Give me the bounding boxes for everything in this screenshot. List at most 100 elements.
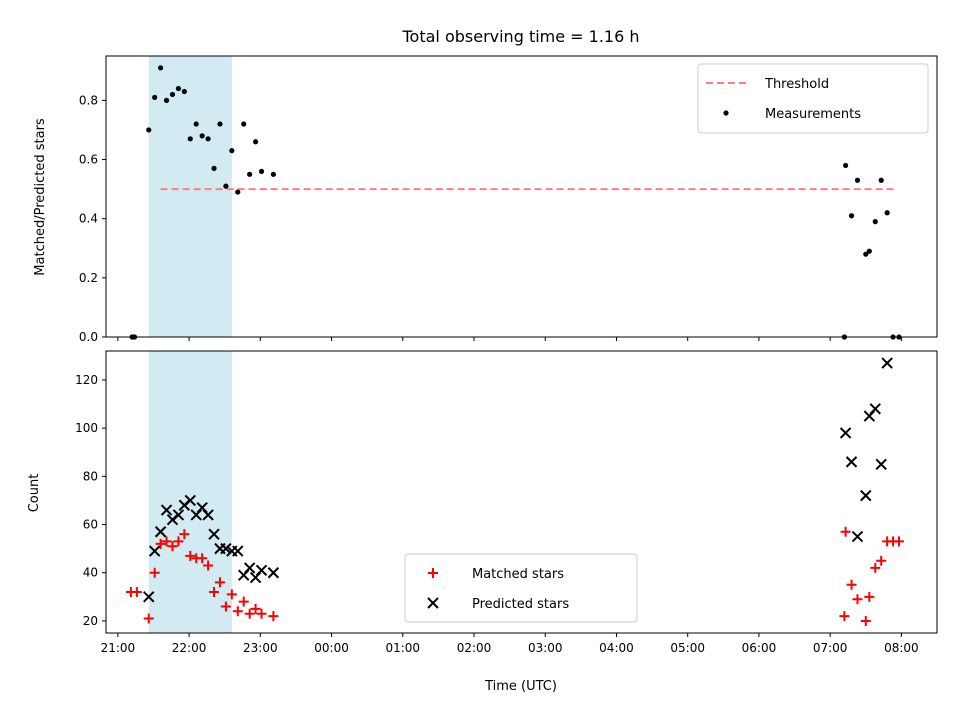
axes-frame: [105, 55, 938, 338]
bottom-panel: 20 40 60 80 100 120 21:00 22:00 23:00 00:00 01:00 0…: [75, 350, 938, 655]
predicted-star-point: [869, 403, 881, 415]
matched-star-point: [250, 603, 261, 614]
matched-star-point: [864, 591, 875, 602]
measurement-point: [187, 136, 193, 142]
matched-star-point: [268, 611, 279, 622]
measurement-point: [205, 136, 211, 142]
measurement-point: [229, 148, 235, 154]
matched-star-point: [852, 594, 863, 605]
chart-title: Total observing time = 1.16 h: [401, 27, 639, 46]
y-tick-label: 20: [83, 614, 98, 628]
predicted-star-point: [845, 456, 858, 468]
predicted-star-point: [243, 562, 256, 574]
measurement-point: [258, 168, 265, 174]
measurement-point: [842, 162, 849, 169]
predicted-star-point: [851, 530, 864, 543]
matched-star-point: [894, 536, 905, 547]
x-tick-label: 22:00: [172, 641, 207, 655]
highlight-span: [148, 351, 232, 633]
measurement-point: [872, 219, 878, 225]
x-tick-label: 08:00: [884, 641, 919, 655]
legend-label: Threshold: [764, 77, 829, 92]
matched-star-point: [870, 562, 881, 573]
x-tick-label: 21:00: [101, 641, 136, 655]
measurement-point: [152, 94, 158, 101]
predicted-star-point: [172, 509, 185, 521]
predicted-star-point: [232, 545, 244, 557]
bottom-legend: Matched stars Predicted stars: [404, 553, 638, 623]
x-tick-label: 05:00: [670, 641, 705, 655]
matched-star-point: [876, 555, 887, 566]
measurement-point: [181, 88, 187, 95]
measurement-point: [884, 210, 890, 216]
measurement-point: [235, 189, 241, 195]
matched-star-point: [203, 560, 214, 571]
matched-star-point: [185, 550, 196, 561]
x-tick-label: 07:00: [813, 641, 848, 655]
legend-marker-predicted: [427, 597, 439, 609]
matched-star-point: [840, 526, 851, 537]
measurement-point: [241, 121, 247, 127]
measurement-point: [199, 133, 205, 139]
y-tick-label: 0.8: [79, 93, 98, 107]
legend-marker-matched: [428, 568, 438, 578]
measurement-point: [146, 127, 152, 133]
measurement-point: [175, 85, 182, 92]
measurement-point: [169, 91, 176, 98]
matched-star-point: [131, 587, 142, 598]
y-tick-label: 0.4: [79, 212, 98, 226]
y-tick-label: 0.6: [79, 153, 98, 167]
measurement-point: [863, 251, 869, 257]
predicted-star-point: [143, 591, 155, 603]
legend-box: [697, 63, 929, 134]
matched-star-point: [173, 536, 184, 547]
measurement-point: [878, 177, 884, 183]
y-tick-label: 100: [75, 421, 98, 435]
matched-star-point: [256, 608, 267, 619]
measurement-point: [247, 171, 253, 177]
matched-star-point: [155, 538, 166, 549]
measurement-point: [854, 177, 861, 183]
y-tick-label: 120: [75, 373, 98, 387]
x-tick-label: 02:00: [457, 641, 492, 655]
measurement-point: [217, 121, 223, 127]
matched-star-point: [244, 608, 255, 619]
matched-star-point: [226, 589, 237, 600]
legend-marker-measurements: [723, 110, 729, 116]
x-tick-label: 00:00: [314, 641, 349, 655]
predicted-star-point: [220, 542, 232, 555]
x-axis-label: Time (UTC): [484, 679, 557, 694]
y-tick-label: 80: [83, 469, 98, 483]
top-legend: Threshold Measurements: [697, 63, 929, 134]
highlight-span: [148, 56, 232, 337]
predicted-star-point: [148, 545, 161, 557]
measurement-point: [270, 171, 276, 177]
measurement-point: [252, 139, 259, 145]
matched-star-point: [143, 613, 154, 624]
top-panel: 0.0 0.2 0.4 0.6 0.8: [79, 55, 938, 344]
x-tick-label: 03:00: [528, 641, 563, 655]
legend-label: Predicted stars: [472, 597, 569, 612]
matched-star-point: [839, 611, 850, 622]
matched-star-point: [846, 579, 857, 590]
bottom-y-axis-label: Count: [27, 474, 42, 513]
measurement-point: [193, 121, 199, 127]
matched-star-point: [860, 615, 871, 626]
matched-star-point: [161, 536, 172, 547]
matched-star-point: [179, 529, 190, 540]
matched-star-point: [197, 553, 208, 564]
predicted-star-point: [875, 458, 887, 470]
predicted-star-point: [202, 509, 214, 521]
matched-star-point: [149, 567, 160, 578]
predicted-star-point: [881, 357, 893, 369]
predicted-star-point: [839, 427, 852, 439]
measurement-point: [211, 165, 217, 171]
matched-star-point: [214, 577, 225, 588]
measurement-point: [848, 213, 855, 219]
measurement-point: [163, 97, 170, 103]
y-tick-label: 60: [83, 518, 98, 532]
series-matched-stars: [125, 526, 905, 626]
y-tick-label: 0.0: [79, 330, 98, 344]
x-tick-label: 23:00: [243, 641, 278, 655]
